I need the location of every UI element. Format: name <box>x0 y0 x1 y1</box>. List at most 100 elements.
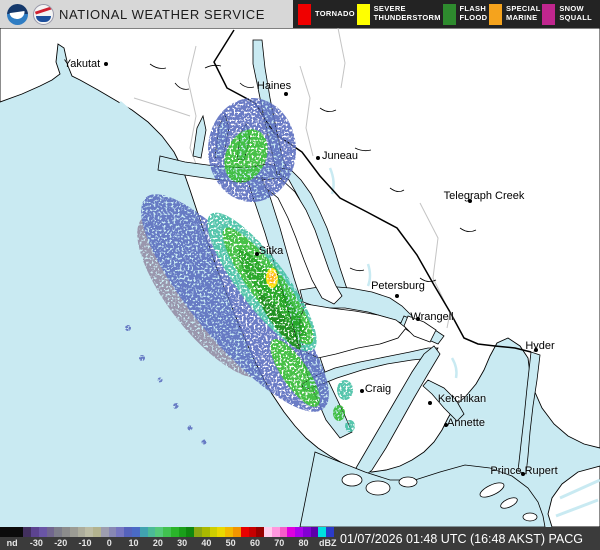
clarence-strait <box>355 345 441 479</box>
colorbar-label: -30 <box>29 538 43 548</box>
legend-label: FLASH FLOOD <box>459 4 488 22</box>
admiralty-island <box>261 177 343 305</box>
colorbar-segment <box>0 527 8 537</box>
basemap <box>0 28 600 527</box>
colorbar-label: 30 <box>177 538 188 548</box>
corner-channel <box>559 478 600 500</box>
legend-item-severe-thunderstorm: SEVERE THUNDERSTORM <box>356 3 441 25</box>
colorbar-segment <box>256 527 265 537</box>
small-island <box>398 476 418 488</box>
colorbar-segment <box>271 527 280 537</box>
glacier-bay-arm <box>192 114 207 159</box>
terrain-detail <box>459 227 477 232</box>
city-dot <box>104 62 108 66</box>
city-dot <box>428 401 432 405</box>
legend-item-special-marine: SPECIAL MARINE <box>489 3 541 25</box>
colorbar-segment <box>54 527 63 537</box>
city-dot <box>395 294 399 298</box>
colorbar-segment <box>139 527 148 537</box>
colorbar-segment <box>100 527 109 537</box>
colorbar-segment <box>279 527 288 537</box>
legend-item-flash-flood: FLASH FLOOD <box>442 3 488 25</box>
colorbar-label: 10 <box>128 538 139 548</box>
zone-boundary <box>299 65 314 157</box>
colorbar-segment <box>225 527 233 537</box>
colorbar-segment <box>295 527 303 537</box>
colorbar-segment <box>85 527 94 537</box>
colorbar-segment <box>240 527 249 537</box>
colorbar-segment <box>116 527 125 537</box>
legend-label: SNOW SQUALL <box>559 4 592 22</box>
colorbar-segment <box>318 527 327 537</box>
terrain-detail <box>174 82 190 90</box>
colorbar-label: 40 <box>201 538 212 548</box>
colorbar-segment <box>264 527 272 537</box>
colorbar-segment <box>38 527 47 537</box>
colorbar-label: nd <box>6 538 18 548</box>
colorbar-segment <box>132 527 140 537</box>
legend-swatch <box>542 3 556 25</box>
corner-land <box>547 465 600 527</box>
terrain-detail <box>204 64 222 69</box>
nws-logo-icon <box>33 3 54 25</box>
terrain-detail <box>389 187 405 192</box>
city-label-petersburg: Petersburg <box>371 280 425 292</box>
colorbar-label: 50 <box>225 538 236 548</box>
corner-channel <box>555 498 599 518</box>
colorbar-segment <box>15 527 24 537</box>
radar-overlay <box>125 98 355 445</box>
city-label-telegraph-creek: Telegraph Creek <box>443 190 525 202</box>
terrain-detail <box>419 277 437 282</box>
city-label-craig: Craig <box>364 383 392 395</box>
legend-label: SEVERE THUNDERSTORM <box>373 4 441 22</box>
colorbar-segment <box>194 527 202 537</box>
colorbar-label: 80 <box>298 538 309 548</box>
colorbar-segment <box>310 527 319 537</box>
legend-item-snow-squall: SNOW SQUALL <box>542 3 592 25</box>
city-label-sitka: Sitka <box>258 245 284 257</box>
colorbar-label: 0 <box>106 538 112 548</box>
city-dot <box>534 348 538 352</box>
colorbar-segment <box>108 527 117 537</box>
city-label-juneau: Juneau <box>321 150 359 162</box>
city-dot <box>416 317 420 321</box>
header-branding: NATIONAL WEATHER SERVICE <box>0 0 293 28</box>
terrain-detail <box>149 63 167 69</box>
legend-item-tornado: TORNADO <box>298 3 355 25</box>
zone-boundary <box>337 28 346 89</box>
colorbar-segment <box>201 527 210 537</box>
reflectivity-colorbar: nd -30 -20 -10 0 10 20 30 40 50 60 70 80 dBZ <box>0 527 337 550</box>
city-dot <box>255 252 259 256</box>
agency-title: NATIONAL WEATHER SERVICE <box>59 6 266 22</box>
colorbar-segment <box>302 527 311 537</box>
colorbar-segment <box>7 527 16 537</box>
terrain-detail <box>354 147 372 152</box>
colorbar-gradient <box>0 527 334 537</box>
colorbar-segment <box>124 527 133 537</box>
colorbar-segment <box>232 527 241 537</box>
map-canvas[interactable]: Yakutat Haines Juneau Telegraph Creek Sitka P… <box>0 28 600 527</box>
colorbar-segment <box>23 527 32 537</box>
zone-boundary <box>419 202 451 329</box>
small-island <box>479 482 505 498</box>
behm-canal <box>422 379 465 422</box>
legend-label: SPECIAL MARINE <box>506 4 541 22</box>
small-island <box>522 512 538 522</box>
terrain-detail <box>349 267 365 272</box>
fjord-detail <box>450 357 458 379</box>
header-bar: NATIONAL WEATHER SERVICE TORNADO SEVERE TH… <box>0 0 600 28</box>
legend-swatch <box>298 3 311 25</box>
colorbar-scale-labels: nd -30 -20 -10 0 10 20 30 40 50 60 70 80 dBZ <box>0 538 340 550</box>
legend-swatch <box>489 3 503 25</box>
colorbar-segment <box>163 527 171 537</box>
small-island <box>341 473 363 487</box>
terrain-detail <box>319 107 337 112</box>
fjord-detail <box>366 263 372 287</box>
dixon-entrance <box>299 451 546 527</box>
city-label-prince-rupert: Prince Rupert <box>490 465 558 477</box>
status-bar: nd -30 -20 -10 0 10 20 30 40 50 60 70 80 dBZ 01/07/20… <box>0 527 600 550</box>
colorbar-segment <box>31 527 39 537</box>
city-dot <box>521 472 525 476</box>
colorbar-segment <box>170 527 179 537</box>
